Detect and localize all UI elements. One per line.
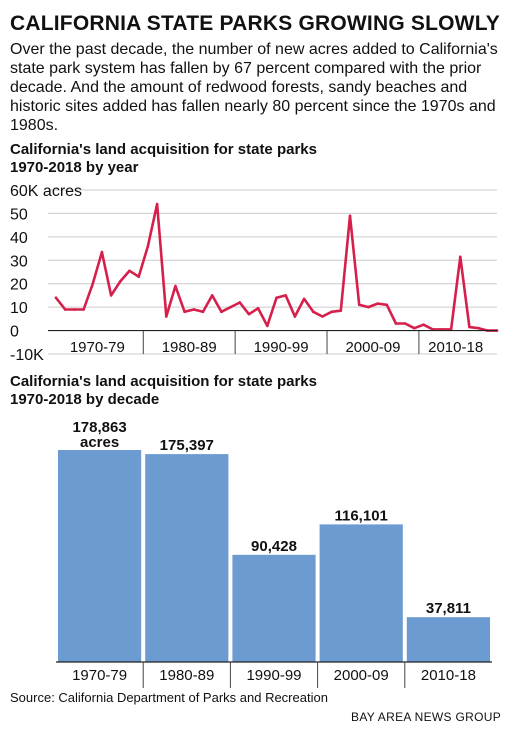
- bar-value-label: 116,101: [334, 507, 387, 524]
- line-chart-title-line-1: California's land acquisition for state …: [10, 141, 317, 158]
- line-chart-title: California's land acquisition for state …: [10, 141, 317, 177]
- bar-value-label: 37,811: [426, 600, 471, 617]
- data-point: [63, 308, 67, 311]
- data-point: [100, 250, 104, 254]
- data-point: [477, 326, 480, 330]
- data-point: [275, 296, 278, 300]
- data-point: [73, 308, 76, 311]
- y-tick-label: 0: [10, 324, 19, 341]
- data-point: [91, 282, 95, 286]
- credit-line: BAY AREA NEWS GROUP: [351, 710, 501, 724]
- x-tick-label: 1970-79: [72, 667, 127, 684]
- page-title: CALIFORNIA STATE PARKS GROWING SLOWLY: [10, 12, 500, 35]
- data-point: [183, 310, 186, 314]
- bar-chart-title-line-2: 1970-2018 by decade: [10, 391, 160, 408]
- bar-1970-79: [58, 450, 142, 662]
- data-point: [458, 255, 462, 259]
- y-tick-label: 10: [10, 300, 28, 317]
- data-point: [247, 312, 251, 316]
- x-tick-label: 1990-99: [246, 667, 301, 684]
- data-point: [293, 315, 297, 318]
- data-point: [192, 308, 196, 311]
- data-point: [321, 315, 324, 318]
- data-point: [367, 305, 370, 309]
- data-point: [119, 280, 122, 283]
- bar-chart-title: California's land acquisition for state …: [10, 373, 317, 409]
- data-point: [266, 324, 269, 328]
- data-point: [54, 296, 58, 300]
- data-point: [403, 322, 407, 325]
- bar-2000-09: [319, 524, 403, 662]
- data-point: [82, 308, 85, 311]
- data-point: [311, 310, 315, 314]
- data-point: [468, 325, 471, 329]
- data-point: [385, 303, 389, 307]
- yearly-line-chart: 60K acres 50 40 30 20 10 0 -10K 1970-79 1980-89 19…: [10, 183, 499, 364]
- bar-unit-label: acres: [80, 434, 119, 451]
- y-tick-label: 30: [10, 253, 28, 270]
- x-tick-label: 2010-18: [428, 339, 483, 356]
- x-tick-label: 1990-99: [254, 339, 309, 356]
- data-point: [128, 269, 131, 273]
- y-tick-label: -10K: [10, 347, 44, 364]
- data-point: [229, 305, 232, 309]
- bar-value-label: 175,397: [160, 437, 214, 454]
- data-point: [201, 310, 205, 314]
- data-point: [164, 315, 168, 318]
- y-tick-label: 20: [10, 277, 28, 294]
- data-point: [220, 310, 223, 314]
- data-point: [284, 294, 287, 297]
- x-tick-label: 2000-09: [334, 667, 389, 684]
- data-point: [422, 323, 425, 327]
- data-point: [376, 302, 379, 305]
- x-tick-label: 1970-79: [70, 339, 125, 356]
- line-chart-title-line-2: 1970-2018 by year: [10, 159, 139, 176]
- bar-value-label: 178,863: [72, 419, 126, 436]
- y-tick-label: 40: [10, 230, 28, 247]
- data-point: [109, 294, 113, 297]
- x-tick-label: 1980-89: [162, 339, 217, 356]
- y-tick-label: 60K acres: [10, 183, 82, 200]
- data-point: [238, 301, 242, 304]
- bar-chart-title-line-1: California's land acquisition for state …: [10, 373, 317, 390]
- data-point: [339, 309, 343, 312]
- data-point: [330, 310, 333, 314]
- y-tick-label: 50: [10, 206, 28, 223]
- bar-1990-99: [232, 554, 316, 662]
- x-tick-label: 2000-09: [345, 339, 400, 356]
- data-point: [210, 294, 214, 297]
- data-point: [146, 244, 150, 248]
- x-tick-label: 1980-89: [159, 667, 214, 684]
- data-point: [394, 322, 398, 325]
- data-point: [413, 326, 416, 330]
- bar-1980-89: [145, 454, 229, 662]
- data-point: [174, 284, 177, 288]
- data-point: [155, 202, 159, 206]
- bar-2010-18: [406, 617, 490, 662]
- bar-value-label: 90,428: [251, 538, 297, 555]
- source-note: Source: California Department of Parks a…: [10, 690, 328, 705]
- x-tick-label: 2010-18: [421, 667, 476, 684]
- data-point: [348, 214, 352, 218]
- data-point: [256, 307, 260, 310]
- data-point: [357, 303, 361, 307]
- data-point: [302, 297, 306, 301]
- yearly-acquisition-line: [54, 202, 499, 332]
- data-point: [137, 275, 140, 278]
- intro-text: Over the past decade, the number of new …: [10, 41, 498, 134]
